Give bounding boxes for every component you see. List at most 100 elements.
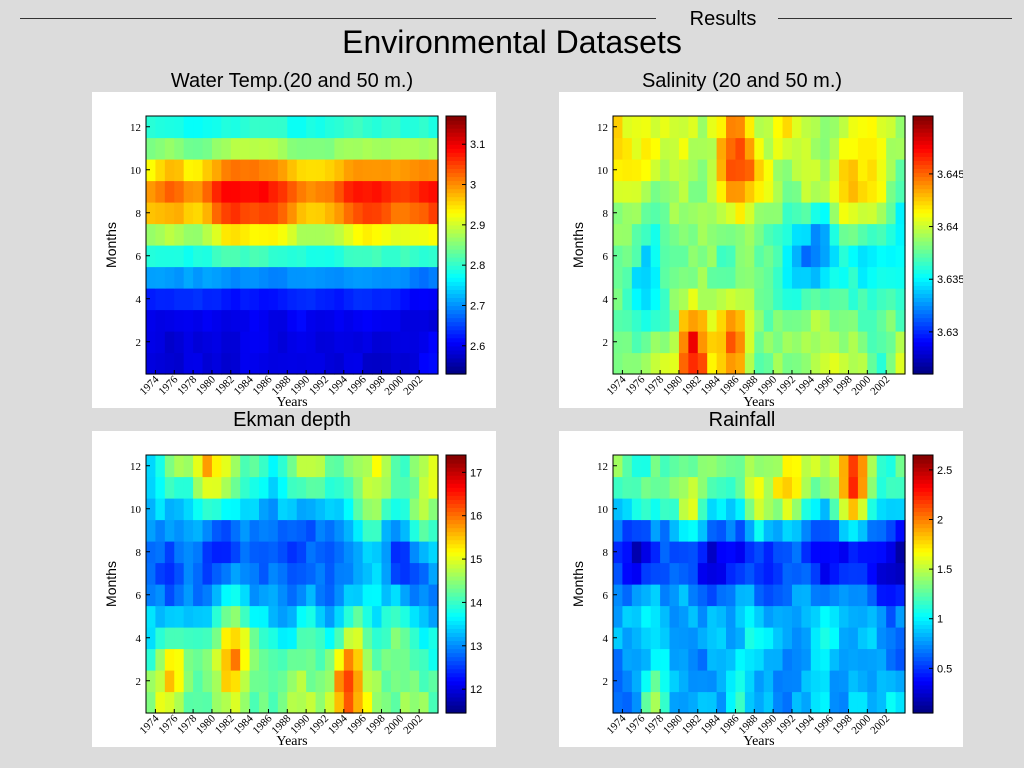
heatmap-cell xyxy=(249,352,260,375)
heatmap-cell xyxy=(324,180,335,203)
heatmap-cell xyxy=(839,476,850,499)
heatmap-cell xyxy=(697,691,708,714)
heatmap-cell xyxy=(193,541,204,564)
heatmap-cell xyxy=(334,352,345,375)
colorbar-step xyxy=(913,144,933,149)
colorbar-step xyxy=(913,204,933,210)
heatmap-cell xyxy=(193,584,204,607)
heatmap-cell xyxy=(221,519,232,542)
colorbar-step xyxy=(913,664,933,670)
heatmap-cell xyxy=(381,137,392,160)
heatmap-cell xyxy=(716,331,727,354)
heatmap-cell xyxy=(221,691,232,714)
heatmap-cell xyxy=(641,352,652,375)
heatmap-cell xyxy=(372,159,383,182)
heatmap-cell xyxy=(848,627,859,650)
heatmap-cell xyxy=(419,159,430,182)
heatmap-cell xyxy=(230,223,241,246)
heatmap-cell xyxy=(801,648,812,671)
heatmap-cell xyxy=(791,202,802,225)
heatmap-cell xyxy=(791,648,802,671)
colorbar-step xyxy=(913,168,933,174)
heatmap-cell xyxy=(744,627,755,650)
heatmap-cell xyxy=(641,476,652,499)
heatmap-cell xyxy=(315,266,326,289)
heatmap-cell xyxy=(277,584,288,607)
colorbar-step xyxy=(446,515,466,521)
colorbar-step xyxy=(913,281,933,286)
colorbar-step xyxy=(913,365,933,371)
colorbar-step xyxy=(446,648,466,654)
colorbar-step xyxy=(913,124,933,129)
heatmap-cell xyxy=(277,202,288,225)
heatmap-cell xyxy=(867,541,878,564)
heatmap-cell xyxy=(829,202,840,225)
heatmap-cell xyxy=(287,159,298,182)
heatmap-cell xyxy=(688,519,699,542)
heatmap-cell xyxy=(287,476,298,499)
heatmap-cell xyxy=(613,223,624,246)
heatmap-cell xyxy=(164,245,175,268)
heatmap-cell xyxy=(735,288,746,311)
heatmap-cell xyxy=(381,584,392,607)
heatmap-cell xyxy=(782,562,793,585)
colorbar-step xyxy=(446,208,466,214)
heatmap-cell xyxy=(857,202,868,225)
heatmap-cell xyxy=(735,245,746,268)
heatmap-cell xyxy=(754,180,765,203)
heatmap-cell xyxy=(631,159,642,182)
colorbar-step xyxy=(913,555,933,561)
heatmap-cell xyxy=(287,309,298,332)
colorbar-step xyxy=(913,132,933,137)
heatmap-cell xyxy=(763,541,774,564)
heatmap-cell xyxy=(155,562,166,585)
heatmap-cell xyxy=(390,331,401,354)
heatmap-cell xyxy=(240,266,251,289)
colorbar-step xyxy=(446,600,466,605)
heatmap-cell xyxy=(820,584,831,607)
heatmap-cell xyxy=(296,584,307,607)
heatmap-cell xyxy=(268,476,279,499)
x-tick-label: 1992 xyxy=(774,713,798,737)
heatmap-cell xyxy=(726,223,737,246)
heatmap-cell xyxy=(193,223,204,246)
heatmap-cell xyxy=(726,584,737,607)
heatmap-cell xyxy=(613,352,624,375)
heatmap-cell xyxy=(744,605,755,628)
heatmap-cell xyxy=(669,455,680,478)
heatmap-cell xyxy=(791,476,802,499)
colorbar-step xyxy=(446,491,466,496)
heatmap-cell xyxy=(839,309,850,332)
heatmap-cell xyxy=(773,180,784,203)
plot-frame xyxy=(145,115,439,375)
y-tick-label: 12 xyxy=(597,122,608,134)
heatmap-cell xyxy=(277,352,288,375)
y-axis-label: Months xyxy=(570,222,586,268)
heatmap-cell xyxy=(707,584,718,607)
heatmap-cell xyxy=(230,648,241,671)
heatmap-cell xyxy=(155,541,166,564)
colorbar-step xyxy=(446,168,466,174)
heatmap-cell xyxy=(613,137,624,160)
heatmap-cell xyxy=(886,498,897,521)
heatmap-cell xyxy=(613,627,624,650)
heatmap-cell xyxy=(773,266,784,289)
heatmap-cell xyxy=(613,309,624,332)
heatmap-cell xyxy=(744,331,755,354)
colorbar-tick-label: 14 xyxy=(470,597,482,609)
heatmap-cell xyxy=(660,691,671,714)
colorbar-step xyxy=(446,535,466,541)
heatmap-cell xyxy=(343,352,354,375)
heatmap-cell xyxy=(801,455,812,478)
colorbar-step xyxy=(446,200,466,206)
colorbar-step xyxy=(446,579,466,585)
heatmap-cell xyxy=(296,288,307,311)
heatmap-cell xyxy=(259,691,270,714)
colorbar-step xyxy=(913,277,933,282)
heatmap-cell xyxy=(707,352,718,375)
page-title: Environmental Datasets xyxy=(342,24,682,60)
heatmap-cell xyxy=(306,352,317,375)
heatmap-cell xyxy=(613,266,624,289)
heatmap-cell xyxy=(697,223,708,246)
heatmap-cell xyxy=(688,627,699,650)
